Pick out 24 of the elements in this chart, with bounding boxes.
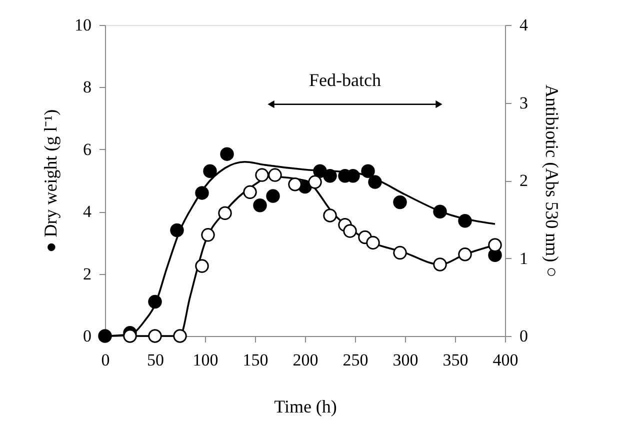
y2-tick-label: 0	[520, 326, 528, 346]
y2-axis-title: Antibiotic (Abs 530 nm) ○	[542, 84, 562, 278]
x-tick-label: 150	[242, 350, 268, 370]
x-tick-label: 100	[192, 350, 218, 370]
y-tick-label: 4	[83, 202, 92, 222]
y2-tick-label: 1	[520, 248, 528, 268]
y2-tick-label: 4	[520, 16, 528, 34]
y-tick-label: 8	[83, 78, 92, 97]
x-tick-label: 0	[101, 350, 110, 370]
x-tick-label: 350	[442, 350, 468, 370]
x-axis-title: Time (h)	[274, 396, 337, 416]
y-tick-label: 6	[83, 140, 92, 159]
y-tick-label: 10	[74, 16, 92, 34]
y-axis-title: ● Dry weight (g l⁻¹)	[40, 109, 60, 253]
y-tick-label: 2	[83, 264, 92, 284]
y-tick-label: 0	[83, 326, 92, 346]
x-tick-label: 200	[292, 350, 318, 370]
x-tick-label: 250	[342, 350, 368, 370]
y2-tick-label: 3	[520, 93, 528, 112]
y2-tick-label: 2	[520, 171, 528, 190]
annotation: Fed-batch	[309, 70, 381, 90]
x-tick-label: 50	[147, 350, 164, 370]
x-tick-label: 400	[492, 350, 518, 370]
x-tick-label: 300	[392, 350, 418, 370]
